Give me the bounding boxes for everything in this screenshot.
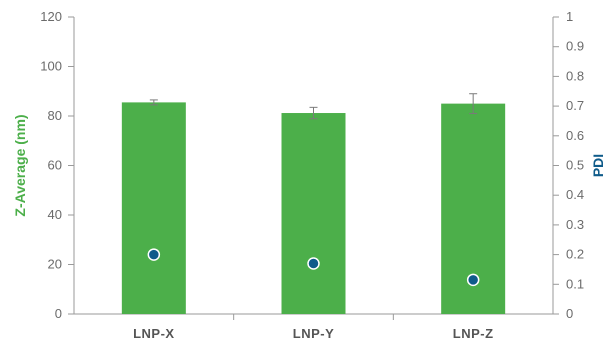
right-tick-label: 0.9 xyxy=(566,39,584,54)
right-tick-label: 0.2 xyxy=(566,247,584,262)
left-tick-label: 80 xyxy=(48,108,62,123)
category-label: LNP-Z xyxy=(453,326,494,339)
bar xyxy=(281,113,346,314)
pdi-series xyxy=(147,248,480,287)
right-tick-label: 0.8 xyxy=(566,68,584,83)
category-label: LNP-Y xyxy=(293,326,335,339)
right-tick-label: 0 xyxy=(566,306,573,321)
right-axis-ticks: 0 0.1 0.2 0.3 0.4 0.5 0.6 0.7 0.8 0.9 1 xyxy=(553,9,584,321)
right-tick-label: 0.6 xyxy=(566,128,584,143)
right-tick-label: 0.7 xyxy=(566,98,584,113)
pdi-point xyxy=(147,248,161,261)
left-tick-label: 100 xyxy=(40,59,62,74)
right-tick-label: 0.4 xyxy=(566,187,584,202)
left-tick-label: 20 xyxy=(48,257,62,272)
left-tick-label: 60 xyxy=(48,158,62,173)
category-labels: LNP-X LNP-Y LNP-Z xyxy=(133,314,493,339)
pdi-point xyxy=(307,257,320,270)
right-tick-label: 0.3 xyxy=(566,217,584,232)
left-tick-label: 0 xyxy=(55,306,62,321)
category-label: LNP-X xyxy=(133,326,175,339)
pdi-point xyxy=(466,273,480,287)
right-tick-label: 1 xyxy=(566,9,573,24)
error-bars xyxy=(149,93,478,120)
bar xyxy=(121,102,186,314)
left-axis-ticks: 0 20 40 60 80 100 120 xyxy=(40,9,74,321)
right-tick-label: 0.5 xyxy=(566,158,584,173)
right-tick-label: 0.1 xyxy=(566,276,584,291)
left-tick-label: 120 xyxy=(40,9,62,24)
bar-series xyxy=(121,102,506,314)
left-tick-label: 40 xyxy=(48,207,62,222)
y2-axis-label: PDI xyxy=(590,154,606,177)
y-axis-label: Z-Average (nm) xyxy=(12,114,28,216)
